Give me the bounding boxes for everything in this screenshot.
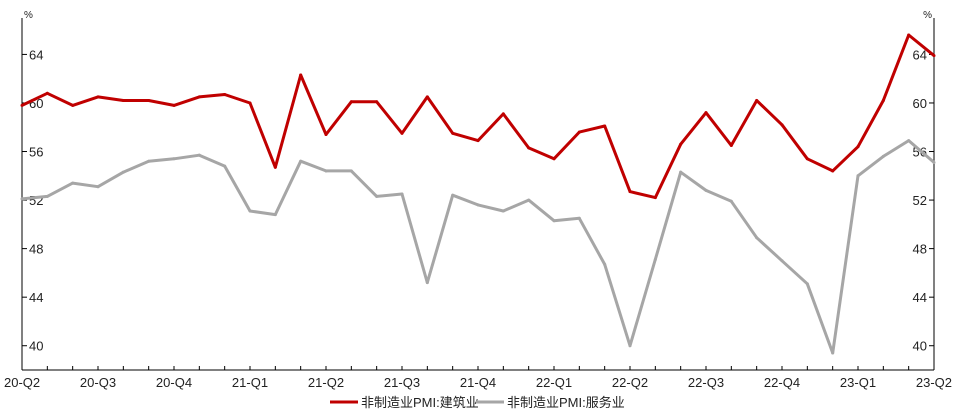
x-tick-label: 20-Q2 xyxy=(4,375,40,390)
data-point-s2 xyxy=(831,351,835,355)
y-tick-label-left: 64 xyxy=(29,47,43,62)
y-tick-label-left: 48 xyxy=(29,242,43,257)
data-point-s2 xyxy=(299,159,303,163)
y-tick-label-right: 48 xyxy=(913,242,927,257)
y-tick-label-right: 52 xyxy=(913,193,927,208)
x-tick-label: 22-Q3 xyxy=(688,375,724,390)
y-tick-label-right: 40 xyxy=(913,339,927,354)
data-point-s2 xyxy=(248,209,252,213)
y-unit-right: % xyxy=(923,10,932,21)
data-point-s2 xyxy=(476,203,480,207)
data-point-s2 xyxy=(147,159,151,163)
x-tick-label: 21-Q3 xyxy=(384,375,420,390)
data-point-s2 xyxy=(932,160,936,164)
data-point-s2 xyxy=(20,197,24,201)
data-point-s2 xyxy=(349,169,353,173)
series-line-1 xyxy=(21,33,935,200)
x-tick-label: 22-Q4 xyxy=(764,375,800,390)
data-point-s2 xyxy=(907,139,911,143)
data-point-s2 xyxy=(653,258,657,262)
data-point-s2 xyxy=(501,209,505,213)
data-point-s2 xyxy=(172,157,176,161)
y-tick-label-left: 52 xyxy=(29,193,43,208)
data-point-s2 xyxy=(780,259,784,263)
data-point-s2 xyxy=(223,164,227,168)
x-tick-label: 21-Q1 xyxy=(232,375,268,390)
legend-label-2: 非制造业PMI:服务业 xyxy=(507,395,625,410)
data-point-s2 xyxy=(552,219,556,223)
data-point-s2 xyxy=(603,262,607,266)
x-tick-label: 22-Q2 xyxy=(612,375,648,390)
legend-label-1: 非制造业PMI:建筑业 xyxy=(361,395,479,410)
data-point-s2 xyxy=(375,194,379,198)
data-point-s2 xyxy=(71,181,75,185)
data-point-s2 xyxy=(121,170,125,174)
data-point-s2 xyxy=(451,193,455,197)
x-tick-label: 23-Q1 xyxy=(840,375,876,390)
data-point-s2 xyxy=(679,170,683,174)
data-point-s2 xyxy=(704,188,708,192)
x-tick-label: 21-Q2 xyxy=(308,375,344,390)
y-tick-label-left: 44 xyxy=(29,290,43,305)
data-point-s2 xyxy=(755,236,759,240)
chart-series xyxy=(20,33,936,355)
data-point-s2 xyxy=(324,169,328,173)
x-tick-label: 22-Q1 xyxy=(536,375,572,390)
x-tick-label: 20-Q4 xyxy=(156,375,192,390)
y-tick-label-right: 60 xyxy=(913,96,927,111)
x-tick-label: 20-Q3 xyxy=(80,375,116,390)
x-tick-label: 21-Q4 xyxy=(460,375,496,390)
chart-legend: 非制造业PMI:建筑业 非制造业PMI:服务业 xyxy=(330,395,625,410)
series-line-2 xyxy=(21,139,935,355)
data-point-s2 xyxy=(197,153,201,157)
data-point-s2 xyxy=(273,213,277,217)
y-tick-label-left: 56 xyxy=(29,145,43,160)
data-point-s2 xyxy=(577,216,581,220)
x-tick-label: 23-Q2 xyxy=(916,375,952,390)
data-point-s2 xyxy=(45,194,49,198)
data-point-s2 xyxy=(628,344,632,348)
y-tick-label-left: 40 xyxy=(29,339,43,354)
y-unit-left: % xyxy=(24,10,33,21)
data-point-s2 xyxy=(400,192,404,196)
data-point-s2 xyxy=(881,154,885,158)
data-point-s2 xyxy=(96,185,100,189)
y-tick-label-right: 44 xyxy=(913,290,927,305)
data-point-s2 xyxy=(729,199,733,203)
data-point-s2 xyxy=(856,174,860,178)
data-point-s2 xyxy=(425,281,429,285)
data-point-s2 xyxy=(805,282,809,286)
y-tick-label-right: 64 xyxy=(913,47,927,62)
data-point-s2 xyxy=(527,198,531,202)
